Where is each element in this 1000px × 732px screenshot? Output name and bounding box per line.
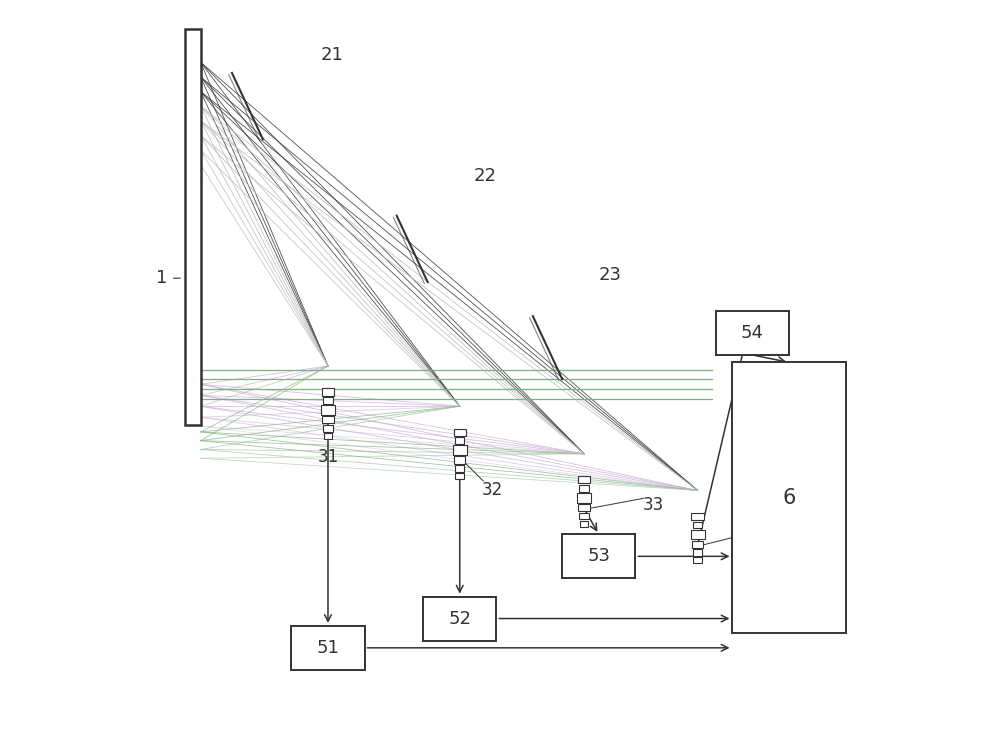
- Bar: [455, 438, 464, 444]
- Bar: [693, 522, 702, 529]
- Bar: [716, 311, 789, 355]
- Bar: [693, 549, 702, 556]
- Bar: [324, 433, 332, 438]
- Text: 21: 21: [320, 46, 343, 64]
- Bar: [291, 626, 365, 670]
- Bar: [577, 493, 591, 503]
- Bar: [321, 406, 335, 414]
- Text: 32: 32: [482, 482, 503, 499]
- Text: 22: 22: [474, 167, 497, 184]
- Text: 6: 6: [782, 488, 796, 508]
- Bar: [185, 29, 201, 425]
- Text: 33: 33: [643, 496, 664, 514]
- Text: 4: 4: [747, 533, 758, 550]
- Bar: [562, 534, 635, 578]
- Bar: [578, 504, 590, 511]
- Bar: [693, 558, 702, 564]
- Bar: [454, 429, 466, 436]
- Bar: [322, 388, 334, 395]
- Bar: [579, 512, 589, 520]
- Bar: [732, 362, 846, 633]
- Bar: [423, 597, 496, 640]
- Bar: [455, 466, 464, 472]
- Bar: [323, 397, 333, 404]
- Text: 54: 54: [741, 324, 764, 342]
- Bar: [691, 530, 705, 539]
- Bar: [455, 474, 464, 479]
- Bar: [323, 425, 333, 432]
- Text: 1: 1: [156, 269, 168, 287]
- Text: 51: 51: [317, 639, 339, 657]
- Bar: [578, 477, 590, 484]
- Text: 31: 31: [317, 449, 339, 466]
- Text: 52: 52: [448, 610, 471, 627]
- Bar: [691, 512, 704, 520]
- Bar: [579, 485, 589, 492]
- Bar: [580, 521, 588, 527]
- Bar: [454, 457, 465, 464]
- Text: 23: 23: [598, 266, 621, 283]
- Bar: [692, 540, 703, 548]
- Text: 53: 53: [587, 548, 610, 565]
- Bar: [453, 445, 467, 455]
- Bar: [322, 416, 334, 423]
